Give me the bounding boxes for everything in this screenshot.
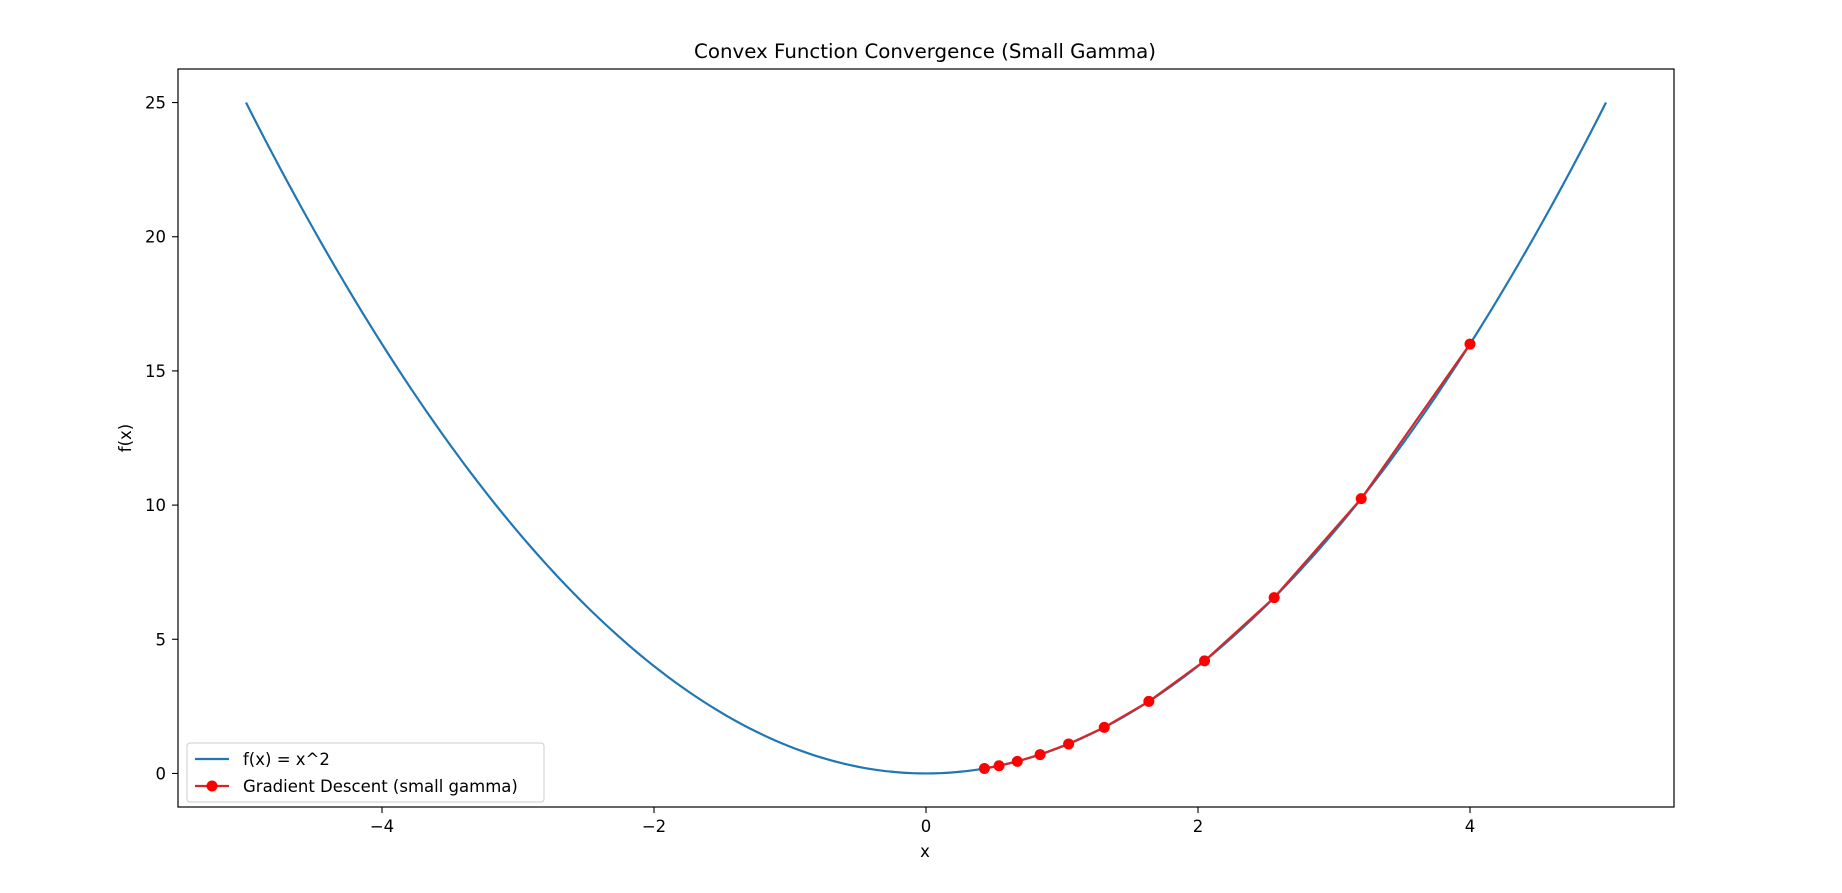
gradient-descent-point bbox=[1268, 592, 1280, 604]
y-tick-label: 15 bbox=[145, 362, 166, 381]
y-tick-label: 10 bbox=[145, 496, 166, 515]
x-axis-label: x bbox=[920, 842, 930, 861]
legend-box bbox=[186, 742, 545, 803]
gradient-descent-point bbox=[1098, 721, 1110, 733]
x-tick-label: 0 bbox=[921, 817, 932, 836]
gradient-descent-point bbox=[1011, 755, 1023, 767]
y-tick-label: 20 bbox=[145, 228, 166, 247]
y-tick-label: 0 bbox=[156, 764, 167, 783]
gradient-descent-point bbox=[993, 760, 1005, 772]
gradient-descent-point bbox=[1143, 695, 1155, 707]
legend: f(x) = x^2 Gradient Descent (small gamma) bbox=[186, 742, 545, 803]
y-axis-label: f(x) bbox=[116, 424, 135, 452]
x-tick-label: −4 bbox=[370, 817, 394, 836]
x-tick-label: 2 bbox=[1193, 817, 1204, 836]
gradient-descent-point bbox=[978, 763, 990, 775]
gradient-descent-point bbox=[1063, 738, 1075, 750]
gradient-descent-point bbox=[1355, 493, 1367, 505]
legend-label-gradient-descent: Gradient Descent (small gamma) bbox=[243, 777, 518, 796]
chart-title: Convex Function Convergence (Small Gamma… bbox=[694, 40, 1156, 63]
y-tick-label: 5 bbox=[156, 630, 167, 649]
gradient-descent-point bbox=[1034, 749, 1046, 761]
gradient-descent-point bbox=[1464, 338, 1476, 350]
legend-label-function: f(x) = x^2 bbox=[243, 750, 330, 769]
x-axis: −4 −2 0 2 4 bbox=[370, 807, 1475, 836]
x-tick-label: 4 bbox=[1465, 817, 1476, 836]
x-tick-label: −2 bbox=[642, 817, 666, 836]
y-tick-label: 25 bbox=[145, 94, 166, 113]
series-line-function bbox=[245, 102, 1607, 775]
gradient-descent-point bbox=[1199, 655, 1211, 667]
plot-area bbox=[245, 102, 1607, 775]
plot-frame bbox=[177, 68, 1675, 808]
legend-marker-gradient-descent bbox=[206, 780, 218, 792]
y-axis: 0 5 10 15 20 25 bbox=[145, 94, 178, 783]
